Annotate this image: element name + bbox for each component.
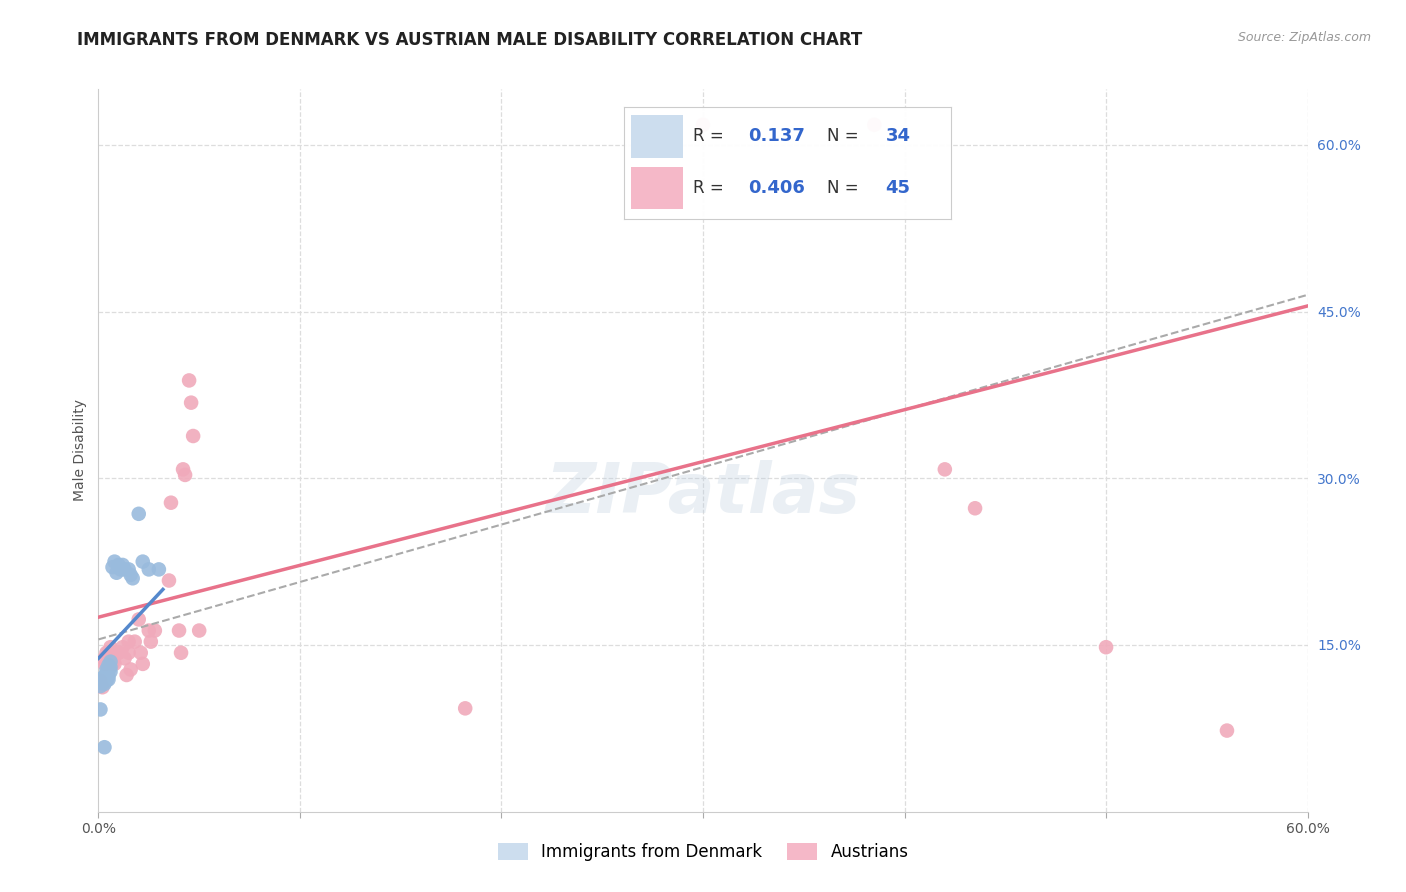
Point <box>120 568 142 582</box>
Point <box>93 671 115 685</box>
Point <box>110 562 132 576</box>
Point <box>91 673 114 688</box>
Point <box>111 558 134 572</box>
Point <box>96 666 118 681</box>
Point <box>167 624 190 638</box>
Point <box>97 662 120 676</box>
Point <box>93 669 115 683</box>
Point <box>148 562 170 576</box>
Point <box>107 558 129 572</box>
Point <box>101 646 124 660</box>
Point <box>93 651 115 665</box>
Point <box>89 679 111 693</box>
Point <box>157 574 180 588</box>
Point <box>97 673 120 687</box>
Y-axis label: Male Disability: Male Disability <box>73 400 87 501</box>
Point <box>118 634 141 648</box>
Point <box>103 657 125 671</box>
Point <box>692 118 714 132</box>
Point <box>121 571 143 585</box>
Point <box>103 555 125 569</box>
Point <box>89 702 111 716</box>
Point <box>100 646 122 660</box>
Point <box>100 640 122 655</box>
Point <box>101 657 124 671</box>
Point <box>100 665 122 679</box>
Point <box>97 646 120 660</box>
Point <box>128 612 150 626</box>
Point <box>138 624 160 638</box>
Point <box>96 646 118 660</box>
Point <box>132 657 155 671</box>
Point <box>97 651 120 665</box>
Point <box>138 562 160 576</box>
Point <box>180 395 202 409</box>
Point <box>97 658 120 673</box>
Point <box>120 662 142 676</box>
Point <box>118 562 141 576</box>
Point <box>170 646 193 660</box>
Point <box>107 646 129 660</box>
Point <box>91 671 114 685</box>
Point <box>96 657 118 671</box>
Point <box>128 507 150 521</box>
Point <box>93 674 115 689</box>
Point <box>89 673 111 688</box>
Point <box>139 634 162 648</box>
Point <box>93 657 115 671</box>
Text: Source: ZipAtlas.com: Source: ZipAtlas.com <box>1237 31 1371 45</box>
Point <box>96 662 118 676</box>
Point <box>100 655 122 669</box>
Text: IMMIGRANTS FROM DENMARK VS AUSTRIAN MALE DISABILITY CORRELATION CHART: IMMIGRANTS FROM DENMARK VS AUSTRIAN MALE… <box>77 31 862 49</box>
Point <box>107 646 129 660</box>
Point <box>132 555 155 569</box>
Point <box>934 462 956 476</box>
Point <box>105 566 128 580</box>
Point <box>1095 640 1118 655</box>
Point <box>118 646 141 660</box>
Point <box>115 668 138 682</box>
Point <box>143 624 166 638</box>
Point <box>188 624 211 638</box>
Point <box>1216 723 1239 738</box>
Legend: Immigrants from Denmark, Austrians: Immigrants from Denmark, Austrians <box>491 836 915 868</box>
Point <box>93 677 115 691</box>
Point <box>124 634 146 648</box>
Point <box>863 118 886 132</box>
Point <box>97 669 120 683</box>
Point <box>129 646 152 660</box>
Point <box>96 673 118 688</box>
Point <box>93 740 115 755</box>
Point <box>179 373 201 387</box>
Point <box>172 462 194 476</box>
Point <box>454 701 477 715</box>
Point <box>174 467 197 482</box>
Point <box>89 675 111 690</box>
Point <box>111 640 134 655</box>
Point <box>181 429 204 443</box>
Point <box>160 496 183 510</box>
Point <box>114 562 136 576</box>
Point <box>91 680 114 694</box>
Text: ZIPatlas: ZIPatlas <box>546 460 860 527</box>
Point <box>965 501 987 516</box>
Point <box>100 660 122 674</box>
Point <box>114 651 136 665</box>
Point <box>101 560 124 574</box>
